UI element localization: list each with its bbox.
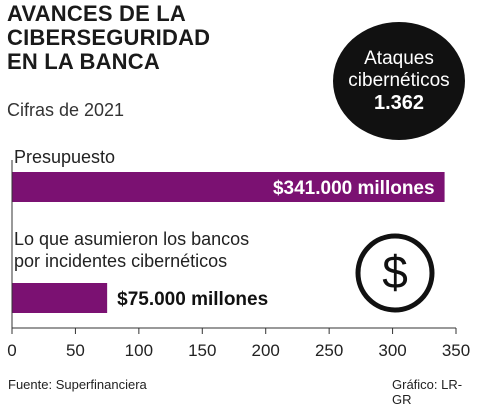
title-line-1: AVANCES DE LA xyxy=(7,1,187,26)
badge-line-2: cibernéticos xyxy=(348,70,450,91)
x-tick-label: 100 xyxy=(125,341,153,360)
chart-subtitle: Cifras de 2021 xyxy=(7,100,125,120)
credit-note: Gráfico: LR-GR xyxy=(392,377,463,407)
x-tick-label: 300 xyxy=(378,341,406,360)
category-label-line: Lo que asumieron los bancos xyxy=(14,229,250,249)
category-label-incidentes: Lo que asumieron los bancos por incident… xyxy=(14,228,249,272)
x-tick-label: 50 xyxy=(66,341,85,360)
x-tick-label: 250 xyxy=(315,341,343,360)
x-tick-label: 200 xyxy=(252,341,280,360)
bar xyxy=(12,283,108,313)
title-line-3: EN LA BANCA xyxy=(7,49,160,74)
x-tick-label: 350 xyxy=(442,341,470,360)
category-label-line: por incidentes cibernéticos xyxy=(14,251,228,271)
attacks-badge: Ataques cibernéticos 1.362 xyxy=(333,22,465,140)
data-label: $75.000 millones xyxy=(117,289,268,310)
data-label: $341.000 millones xyxy=(273,178,435,199)
x-tick-label: 0 xyxy=(7,341,16,360)
dollar-circle-icon: $ xyxy=(355,233,435,313)
source-note: Fuente: Superfinanciera xyxy=(8,377,147,392)
svg-text:$: $ xyxy=(382,246,408,298)
x-tick-label: 150 xyxy=(188,341,216,360)
category-label-presupuesto: Presupuesto xyxy=(14,146,115,168)
bar xyxy=(12,172,445,202)
badge-line-1: Ataques xyxy=(364,48,434,69)
badge-value: 1.362 xyxy=(373,92,425,114)
category-label-line: Presupuesto xyxy=(14,147,116,167)
chart-title: AVANCES DE LA CIBERSEGURIDAD EN LA BANCA xyxy=(7,2,327,74)
title-line-2: CIBERSEGURIDAD xyxy=(7,25,211,50)
